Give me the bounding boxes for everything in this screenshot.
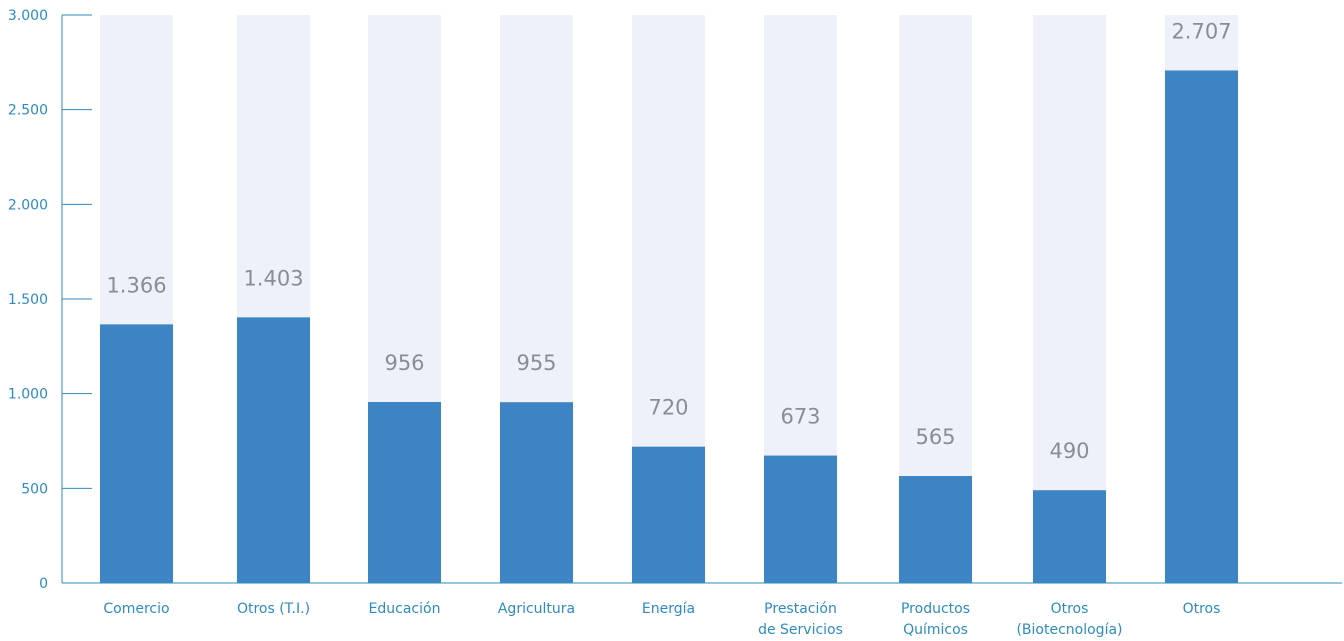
category-label: Educación [369,601,441,617]
category-label-line: Otros [1183,601,1221,617]
category-label: Otros (T.I.) [237,601,310,617]
bar [500,402,573,583]
category-label: Agricultura [498,601,575,617]
axes [61,14,1342,584]
bar-value-label: 1.403 [243,266,303,290]
y-tick-label: 1.000 [8,387,48,403]
bar [899,476,972,583]
labels: 1.366 Comercio 1.403 Otros (T.I.) 956 Educaci… [8,8,1232,638]
bar-value-label: 955 [516,351,556,375]
y-tick-label: 0 [39,576,48,592]
category-label: Prestación de Servicios [758,601,843,638]
category-label-line: Comercio [103,601,169,617]
bar [100,324,173,583]
bars [100,70,1238,583]
category-label-line: Energía [642,601,695,617]
y-tick-label: 2.500 [8,103,48,119]
bar [632,446,705,583]
category-label-line: Prestación [764,601,837,617]
y-tick-label: 1.500 [8,292,48,308]
bar-value-label: 1.366 [106,273,166,297]
category-label: Otros (Biotecnología) [1016,601,1122,638]
category-label-line: Otros (T.I.) [237,601,310,617]
bar [237,317,310,583]
bar-value-label: 956 [384,351,424,375]
bar [1033,490,1106,583]
category-label: Comercio [103,601,169,617]
category-label-line: Educación [369,601,441,617]
y-tick-label: 3.000 [8,8,48,24]
bar [368,401,441,583]
y-tick-label: 500 [21,481,48,497]
bar-value-label: 2.707 [1171,19,1231,43]
category-label: Productos Químicos [901,601,970,638]
bar [1165,70,1238,583]
bar-value-label: 490 [1049,439,1089,463]
bar-background [1033,15,1106,583]
category-label-line: Agricultura [498,601,575,617]
bar-value-label: 673 [780,405,820,429]
bar-value-label: 720 [648,396,688,420]
category-label-line: Químicos [903,622,968,638]
category-label-line: (Biotecnología) [1016,622,1122,638]
category-label-line: de Servicios [758,622,843,638]
y-tick-label: 2.000 [8,197,48,213]
category-label-line: Otros [1051,601,1089,617]
bar-value-label: 565 [915,425,955,449]
category-label: Energía [642,601,695,617]
bar [764,455,837,583]
category-label: Otros [1183,601,1221,617]
category-label-line: Productos [901,601,970,617]
